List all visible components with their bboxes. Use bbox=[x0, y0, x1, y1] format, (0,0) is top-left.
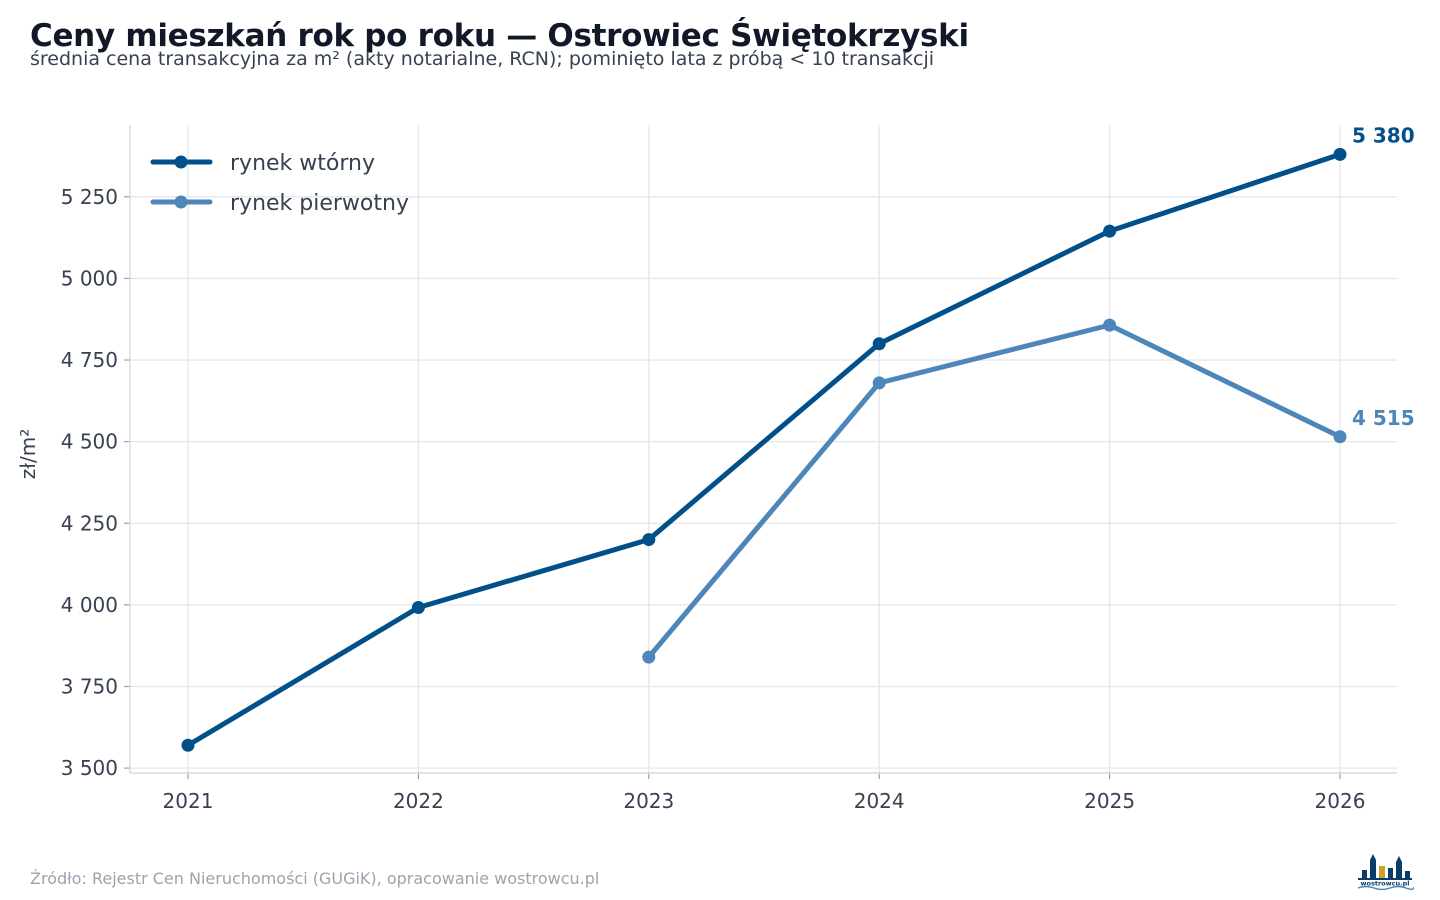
x-tick-label: 2021 bbox=[163, 789, 214, 813]
chart-subtitle: średnia cena transakcyjna za m² (akty no… bbox=[30, 48, 935, 70]
data-point-rynek-pierwotny bbox=[642, 650, 656, 664]
data-point-rynek-wtórny bbox=[872, 337, 886, 351]
legend: rynek wtórny rynek pierwotny bbox=[150, 151, 409, 216]
end-label-rynek-wtórny: 5 380 bbox=[1352, 123, 1415, 147]
legend-marker bbox=[174, 195, 188, 209]
y-tick-label: 4 750 bbox=[61, 348, 118, 372]
series-line-rynek-wtórny bbox=[185, 151, 1343, 748]
legend-label: rynek pierwotny bbox=[230, 191, 409, 216]
y-axis-title: zł/m² bbox=[16, 429, 40, 479]
y-tick-label: 4 000 bbox=[61, 593, 118, 617]
x-tick-label: 2024 bbox=[854, 789, 905, 813]
wostrowcu-logo: wostrowcu.pl bbox=[1357, 854, 1414, 890]
chart-title: Ceny mieszkań rok po roku — Ostrowiec Św… bbox=[30, 18, 969, 54]
y-tick-label: 3 500 bbox=[61, 756, 118, 780]
x-tick-label: 2023 bbox=[623, 789, 674, 813]
series-line-rynek-pierwotny bbox=[646, 322, 1343, 660]
data-point-rynek-wtórny bbox=[642, 533, 656, 547]
data-point-rynek-wtórny bbox=[181, 738, 195, 752]
source-note: Źródło: Rejestr Cen Nieruchomości (GUGiK… bbox=[30, 869, 600, 888]
end-label-rynek-pierwotny: 4 515 bbox=[1352, 406, 1415, 430]
axes: 2021 2022 2023 2024 2025 2026 3 500 3 750 4 000 4… bbox=[61, 125, 1397, 813]
data-point-rynek-pierwotny bbox=[1333, 430, 1347, 444]
x-tick-label: 2022 bbox=[393, 789, 444, 813]
y-tick-label: 5 000 bbox=[61, 266, 118, 290]
grid bbox=[130, 125, 1397, 773]
data-point-rynek-wtórny bbox=[1103, 224, 1117, 238]
legend-marker bbox=[174, 155, 188, 169]
data-point-rynek-pierwotny bbox=[872, 376, 886, 390]
y-tick-label: 3 750 bbox=[61, 674, 118, 698]
data-point-rynek-wtórny bbox=[1333, 147, 1347, 161]
y-tick-label: 4 250 bbox=[61, 511, 118, 535]
x-tick-label: 2025 bbox=[1084, 789, 1135, 813]
data-point-rynek-wtórny bbox=[411, 600, 425, 614]
y-tick-label: 5 250 bbox=[61, 185, 118, 209]
series-layer: 4 515 5 380 bbox=[181, 123, 1415, 752]
legend-label: rynek wtórny bbox=[230, 151, 375, 176]
data-point-rynek-pierwotny bbox=[1103, 318, 1117, 332]
x-tick-label: 2026 bbox=[1315, 789, 1366, 813]
logo-text: wostrowcu.pl bbox=[1361, 880, 1410, 888]
y-tick-label: 4 500 bbox=[61, 430, 118, 454]
